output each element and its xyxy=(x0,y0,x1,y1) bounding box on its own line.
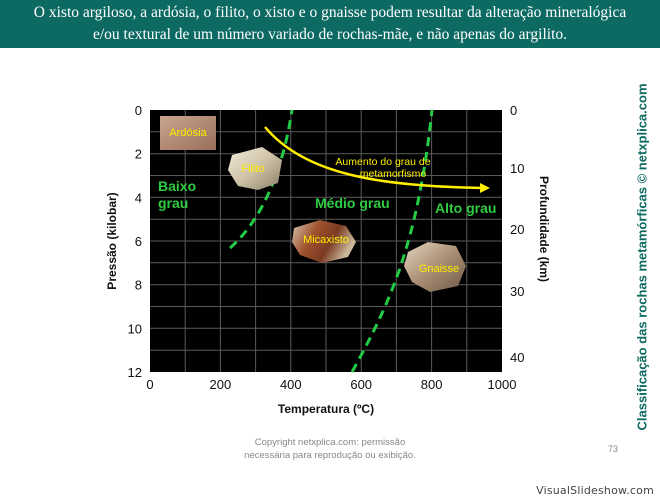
slide-title-line-1: O xisto argiloso, a ardósia, o filito, o… xyxy=(33,4,627,21)
page-number: 73 xyxy=(608,444,619,454)
svg-text:800: 800 xyxy=(421,377,443,392)
y-left-axis-label: Pressão (kilobar) xyxy=(105,192,119,289)
svg-text:4: 4 xyxy=(135,190,142,205)
svg-text:600: 600 xyxy=(350,377,372,392)
svg-text:0: 0 xyxy=(146,377,153,392)
svg-text:40: 40 xyxy=(510,350,524,365)
svg-text:6: 6 xyxy=(135,234,142,249)
svg-text:20: 20 xyxy=(510,222,524,237)
grade-label-low-2: grau xyxy=(158,195,188,211)
metamorphism-arrow xyxy=(264,126,485,190)
svg-text:400: 400 xyxy=(280,377,302,392)
grade-label-low-1: Baixo xyxy=(158,178,196,194)
rock-label-ardosia: Ardósia xyxy=(169,127,207,139)
svg-text:200: 200 xyxy=(210,377,232,392)
rock-label-filito: Filito xyxy=(241,163,264,175)
svg-text:30: 30 xyxy=(510,284,524,299)
low-medium-boundary xyxy=(229,109,294,250)
grade-label-high: Alto grau xyxy=(435,200,496,216)
rock-micaxisto xyxy=(292,220,356,263)
arrow-label-line-2: metamorfismo xyxy=(360,168,427,180)
svg-text:10: 10 xyxy=(128,321,142,336)
svg-text:1000: 1000 xyxy=(488,377,517,392)
metamorphism-arrowhead xyxy=(480,183,490,193)
side-caption: Classificação das rochas metamórficas © … xyxy=(634,83,650,431)
arrow-label-line-1: Aumento do grau de xyxy=(335,156,430,168)
copyright-line-2: necessária para reprodução ou exibição. xyxy=(244,450,416,461)
rock-label-gnaisse: Gnaisse xyxy=(419,263,459,275)
svg-text:8: 8 xyxy=(135,278,142,293)
grade-label-medium: Médio grau xyxy=(315,195,390,211)
svg-text:12: 12 xyxy=(128,365,142,380)
rock-gnaisse xyxy=(404,242,466,292)
y-right-axis-label: Profundidade (km) xyxy=(537,176,551,282)
brand-watermark[interactable]: VisualSlideshow.com xyxy=(536,484,654,497)
medium-high-boundary xyxy=(350,109,434,373)
rock-filito xyxy=(228,147,282,190)
slide-title: O xisto argiloso, a ardósia, o filito, o… xyxy=(0,0,660,48)
svg-text:0: 0 xyxy=(510,103,517,118)
x-axis-label: Temperatura (ºC) xyxy=(278,402,374,416)
y-right-tick-labels: 0 10 20 30 40 xyxy=(510,103,524,365)
copyright-line-1: Copyright netxplica.com: permissão xyxy=(254,437,406,448)
slide-title-line-2: e/ou textural de um número variado de ro… xyxy=(92,26,567,43)
svg-text:10: 10 xyxy=(510,161,524,176)
svg-text:0: 0 xyxy=(135,103,142,118)
copyright-notice: Copyright netxplica.com: permissão neces… xyxy=(220,436,440,462)
svg-text:2: 2 xyxy=(135,147,142,162)
rock-ardosia xyxy=(160,116,216,150)
x-tick-labels: 0 200 400 600 800 1000 xyxy=(146,377,516,392)
rock-label-micaxisto: Micaxisto xyxy=(303,234,349,246)
y-left-tick-labels: 0 2 4 6 8 10 12 xyxy=(128,103,142,380)
